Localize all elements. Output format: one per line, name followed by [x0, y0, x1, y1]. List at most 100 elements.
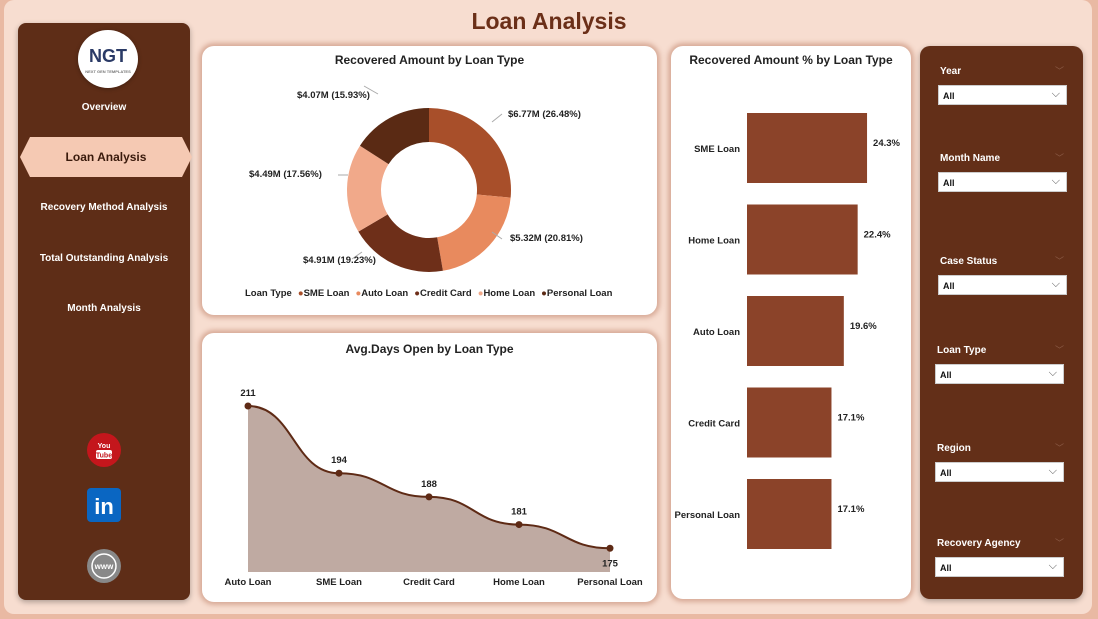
- youtube-icon[interactable]: You Tube: [87, 433, 121, 467]
- data-point: [244, 402, 252, 410]
- filter-value: All: [943, 178, 955, 188]
- avg-days-open-card: Avg.Days Open by Loan Type 211 Auto Loan 1…: [202, 333, 657, 602]
- y-tick-label: SME Loan: [694, 144, 740, 155]
- data-label: 194: [331, 455, 348, 466]
- filter-collapse-chevron-icon[interactable]: ﹀: [1055, 345, 1065, 355]
- legend-title: Loan Type: [245, 288, 292, 299]
- bar-sme-loan: [747, 113, 868, 183]
- svg-text:www: www: [94, 562, 114, 571]
- bar-personal-loan: [747, 479, 832, 549]
- donut-slice-home-loan: [347, 145, 389, 232]
- data-label: 22.4%: [864, 230, 891, 241]
- nav-loan-analysis[interactable]: Loan Analysis: [20, 137, 192, 177]
- x-tick-label: Auto Loan: [225, 577, 272, 588]
- filter-label-loan-type: Loan Type: [937, 345, 987, 356]
- data-point: [606, 544, 614, 552]
- donut-label-personal: $4.07M (15.93%): [297, 90, 370, 101]
- leader-line: [351, 251, 363, 260]
- filter-collapse-chevron-icon[interactable]: ﹀: [1055, 256, 1065, 266]
- nav-recovery-method-analysis[interactable]: Recovery Method Analysis: [40, 202, 168, 213]
- recovered-pct-bar-card: Recovered Amount % by Loan Type SME Loan…: [671, 46, 911, 599]
- filter-value: All: [943, 281, 955, 291]
- legend-item-auto[interactable]: ●Auto Loan: [355, 288, 409, 299]
- legend-item-home[interactable]: ●Home Loan: [477, 288, 536, 299]
- filter-value: All: [940, 563, 952, 573]
- data-point: [515, 521, 523, 529]
- linkedin-icon[interactable]: in: [87, 488, 121, 522]
- donut-slice-auto-loan: [437, 194, 511, 271]
- filter-value: All: [940, 468, 952, 478]
- filter-value: All: [940, 370, 952, 380]
- donut-label-auto: $5.32M (20.81%): [510, 233, 583, 244]
- legend-item-personal[interactable]: ●Personal Loan: [541, 288, 613, 299]
- area-chart: 211 Auto Loan 194 SME Loan 188 Credit Card 181…: [225, 388, 643, 588]
- donut-title: Recovered Amount by Loan Type: [334, 53, 525, 67]
- web-icon[interactable]: www: [87, 549, 121, 583]
- filter-panel: Year ﹀ All ⌵ Month Name ﹀ All ⌵ Case Status …: [920, 46, 1083, 599]
- legend-item-credit-card[interactable]: ●Credit Card: [414, 288, 472, 299]
- y-tick-label: Personal Loan: [675, 510, 741, 521]
- filter-label-case-status: Case Status: [940, 256, 998, 267]
- data-label: 24.3%: [873, 138, 900, 149]
- filter-dropdown-loan-type[interactable]: All ⌵: [935, 364, 1064, 384]
- x-tick-label: Credit Card: [403, 577, 455, 588]
- filter-dropdown-recovery-agency[interactable]: All ⌵: [935, 557, 1064, 577]
- y-tick-label: Credit Card: [688, 419, 740, 430]
- svg-text:Tube: Tube: [96, 453, 112, 460]
- leader-line: [491, 231, 503, 240]
- data-label: 17.1%: [837, 413, 864, 424]
- bar-title: Recovered Amount % by Loan Type: [689, 53, 893, 67]
- x-tick-label: SME Loan: [316, 577, 362, 588]
- filter-collapse-chevron-icon[interactable]: ﹀: [1055, 538, 1065, 548]
- donut-label-credit-card: $4.91M (19.23%): [303, 255, 376, 266]
- data-label: 181: [511, 507, 528, 518]
- svg-text:in: in: [94, 494, 114, 519]
- filter-label-month-name: Month Name: [940, 153, 1000, 164]
- filter-collapse-chevron-icon[interactable]: ﹀: [1055, 443, 1065, 453]
- filter-value: All: [943, 91, 955, 101]
- area-fill: [248, 406, 610, 572]
- y-tick-label: Auto Loan: [693, 327, 740, 338]
- bar-auto-loan: [747, 296, 844, 366]
- leader-line: [491, 113, 503, 123]
- ngt-logo: NGT NEXT GEN TEMPLATES: [78, 30, 138, 88]
- donut-legend: Loan Type ●SME Loan ●Auto Loan ●Credit C…: [245, 288, 612, 299]
- donut-label-sme: $6.77M (26.48%): [508, 109, 581, 120]
- data-point: [425, 493, 433, 501]
- chevron-down-icon: ⌵: [1051, 88, 1060, 100]
- bar-credit-card: [747, 387, 832, 458]
- donut-slice-credit-card: [358, 214, 443, 272]
- bar-chart: SME Loan 24.3% Home Loan 22.4% Auto Loan 19.6…: [675, 113, 901, 549]
- x-tick-label: Personal Loan: [577, 577, 643, 588]
- y-tick-label: Home Loan: [688, 236, 740, 247]
- data-point: [335, 469, 343, 477]
- filter-collapse-chevron-icon[interactable]: ﹀: [1055, 153, 1065, 163]
- area-title: Avg.Days Open by Loan Type: [345, 342, 514, 356]
- recovered-amount-donut-card: Recovered Amount by Loan Type $6.77M (26…: [202, 46, 657, 315]
- data-label: 17.1%: [837, 504, 864, 515]
- page-title: Loan Analysis: [471, 8, 627, 34]
- legend-item-sme[interactable]: ●SME Loan: [297, 288, 350, 299]
- nav-total-outstanding-analysis[interactable]: Total Outstanding Analysis: [39, 253, 169, 264]
- filter-label-year: Year: [940, 66, 962, 77]
- data-label: 19.6%: [850, 321, 877, 332]
- chevron-down-icon: ⌵: [1048, 465, 1057, 477]
- chevron-down-icon: ⌵: [1051, 278, 1060, 290]
- nav-month-analysis[interactable]: Month Analysis: [67, 303, 141, 314]
- filter-dropdown-month-name[interactable]: All ⌵: [938, 172, 1067, 192]
- chevron-down-icon: ⌵: [1048, 560, 1057, 572]
- filter-dropdown-region[interactable]: All ⌵: [935, 462, 1064, 482]
- filter-label-recovery-agency: Recovery Agency: [937, 538, 1021, 549]
- filter-label-region: Region: [937, 443, 971, 454]
- filter-dropdown-case-status[interactable]: All ⌵: [938, 275, 1067, 295]
- filter-collapse-chevron-icon[interactable]: ﹀: [1055, 66, 1065, 76]
- filter-dropdown-year[interactable]: All ⌵: [938, 85, 1067, 105]
- data-label: 211: [240, 388, 256, 399]
- svg-text:You: You: [98, 443, 111, 450]
- data-label: 175: [602, 558, 619, 569]
- data-label: 188: [421, 479, 437, 490]
- donut-chart: [338, 85, 511, 272]
- donut-slice-personal-loan: [359, 108, 429, 165]
- nav-overview[interactable]: Overview: [81, 102, 127, 113]
- bar-home-loan: [747, 204, 858, 275]
